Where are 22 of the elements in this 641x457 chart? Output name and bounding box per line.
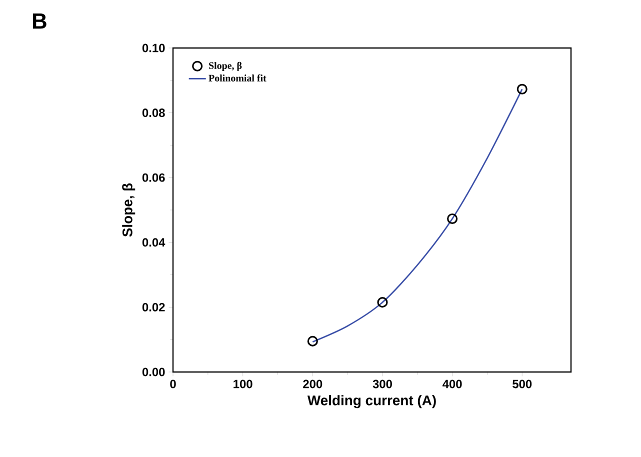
- point: [307, 336, 318, 346]
- x-tick-label: 300: [372, 380, 392, 388]
- x-tick-label: 200: [303, 380, 322, 388]
- y-axis-title: Slope, β: [122, 183, 136, 237]
- point: [516, 84, 528, 94]
- y-tick-label: 0.10: [142, 44, 165, 52]
- line-series: [312, 88, 523, 343]
- text: B: [32, 14, 46, 29]
- point: [377, 297, 388, 308]
- legend-label: Slope, β: [209, 62, 242, 72]
- x-tick-label: 0: [170, 380, 176, 388]
- y-tick-label: 0.00: [142, 368, 165, 376]
- y-tick-label: 0.02: [142, 302, 165, 312]
- x-tick-label: 100: [234, 380, 252, 388]
- y-tick-label: 0.08: [142, 108, 165, 118]
- x-axis-title: Welding current (A): [307, 395, 436, 408]
- x-tick-label: 500: [512, 380, 532, 388]
- y-tick-label: 0.04: [142, 238, 166, 247]
- y-tick-label: 0.06: [142, 173, 165, 182]
- legend-label: Polinomial fit: [208, 74, 266, 82]
- x-tick-label: 400: [442, 380, 462, 388]
- point: [447, 213, 458, 224]
